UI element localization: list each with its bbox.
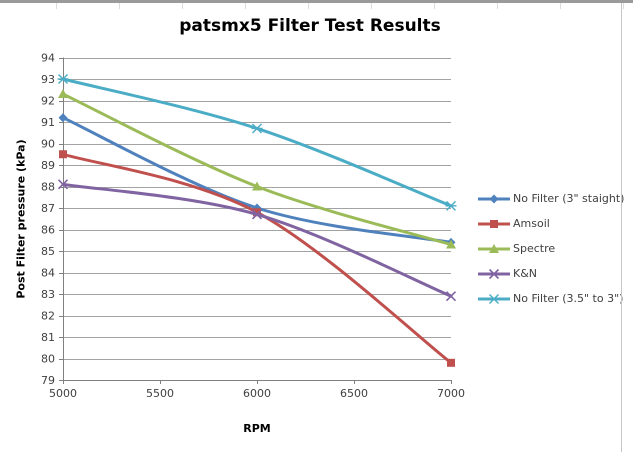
legend-item: Amsoil [477,211,624,236]
legend-key-triangle [478,243,510,253]
chart-title: patsmx5 Filter Test Results [179,16,441,36]
legend-label: No Filter (3.5" to 3") [513,292,624,305]
series-3 [57,179,457,302]
diamond-marker [58,113,68,123]
y-tick-label: 85 [41,245,55,258]
star-marker [445,200,457,211]
x-marker [445,291,457,302]
x-tick-label: 6500 [340,387,368,400]
legend-key-square [478,219,510,228]
x-marker [251,209,263,220]
star-marker [57,74,69,84]
x-tick-label: 7000 [437,387,465,400]
legend-label: Amsoil [513,217,550,230]
triangle-marker [58,89,68,99]
square-marker [59,150,67,159]
y-tick-label: 88 [41,181,55,194]
x-axis-title: RPM [243,422,271,435]
legend-label: K&N [513,267,538,280]
triangle-marker [446,239,456,249]
y-tick-label: 84 [41,267,55,280]
y-tick-label: 90 [41,138,55,151]
x-tick-label: 5000 [49,387,77,400]
legend-item: No Filter (3" staight) [477,186,624,211]
axes [59,57,452,384]
square-marker [253,208,261,217]
y-tick-label: 93 [41,73,55,86]
y-tick-label: 79 [41,374,55,387]
tick-labels: 79 80 81 82 83 84 85 86 87 88 89 90 91 92 93 94 5000 5500… [41,52,465,401]
y-tick-label: 83 [41,288,55,301]
series-4 [57,74,457,211]
legend-item: K&N [477,261,624,286]
legend-item: Spectre [477,236,624,261]
x-marker [57,179,69,190]
star-marker [251,123,263,134]
legend-key-star [478,293,510,304]
legend-key-diamond [478,194,510,203]
triangle-marker [252,181,262,191]
legend: No Filter (3" staight) Amsoil Spectre K&N No… [477,186,624,311]
legend-label: Spectre [513,242,556,255]
y-tick-label: 80 [41,353,55,366]
gridlines [63,58,451,381]
y-tick-label: 94 [41,52,55,65]
legend-item: No Filter (3.5" to 3") [477,286,624,311]
y-tick-label: 91 [41,116,55,129]
y-tick-label: 86 [41,224,55,237]
series-1 [59,150,455,367]
row-border [0,0,633,3]
legend-key-x [478,268,510,279]
x-tick-label: 5500 [146,387,174,400]
series-line [61,182,453,298]
series-line [61,92,453,247]
y-tick-label: 89 [41,159,55,172]
y-tick-label: 81 [41,331,55,344]
x-tick-label: 6000 [243,387,271,400]
legend-label: No Filter (3" staight) [513,192,625,205]
y-tick-label: 87 [41,202,55,215]
chart-frame-border [621,3,622,452]
series-2 [58,89,456,249]
y-tick-label: 92 [41,95,55,108]
y-tick-label: 82 [41,310,55,323]
column-gridline-ticks [0,3,633,9]
series-0 [58,113,456,247]
square-marker [447,358,455,367]
spreadsheet-row-edge [0,0,633,10]
